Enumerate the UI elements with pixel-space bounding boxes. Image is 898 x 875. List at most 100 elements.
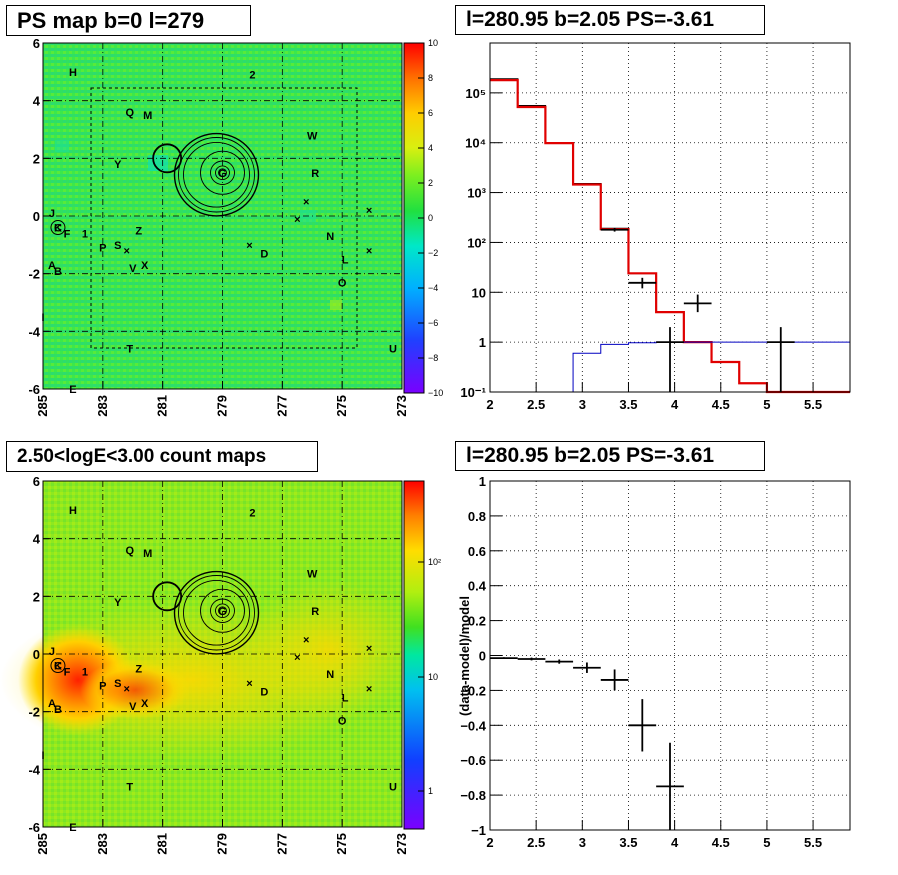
y-tick-label: 6 — [33, 36, 40, 51]
x-tick-label: 279 — [215, 833, 230, 855]
source-label: A — [48, 260, 56, 272]
residual-y-axis-label: (data-model)/model — [457, 596, 472, 716]
source-x-marker: × — [366, 643, 372, 655]
source-label: N — [326, 231, 334, 243]
y-tick-label: 10 — [472, 285, 486, 300]
source-x-marker: × — [246, 240, 252, 252]
source-label: 1 — [82, 228, 88, 240]
source-label: X — [141, 260, 149, 272]
source-label: X — [141, 698, 149, 710]
colorbar-tick-label: −6 — [428, 318, 438, 328]
y-tick-label: 0 — [33, 209, 40, 224]
colorbar-tick-label: −2 — [428, 248, 438, 258]
source-label: M — [143, 110, 152, 122]
source-label: E — [69, 822, 76, 834]
source-x-marker: × — [246, 678, 252, 690]
y-tick-label: 1 — [479, 474, 486, 489]
x-tick-label: 283 — [95, 833, 110, 855]
source-label: C — [54, 661, 62, 673]
residual-title: l=280.95 b=2.05 PS=-3.61 — [455, 441, 765, 471]
source-label: W — [307, 568, 318, 580]
count-map-band — [240, 580, 420, 720]
candidate-circle — [152, 143, 183, 174]
source-label: V — [129, 263, 137, 275]
source-label: A — [48, 698, 56, 710]
ps-map-title: PS map b=0 l=279 — [6, 5, 251, 36]
source-label: U — [389, 782, 397, 794]
contour-ring — [183, 579, 250, 646]
source-label: 2 — [249, 70, 255, 82]
y-tick-label: 2 — [33, 589, 40, 604]
y-tick-label: 2 — [33, 151, 40, 166]
source-label: B — [54, 266, 62, 278]
x-tick-label: 2.5 — [527, 835, 545, 850]
colorbar-tick-label: 2 — [428, 178, 433, 188]
source-label: R — [311, 168, 319, 180]
ps-colorbar-ticks: 10 8 6 4 2 0 −2 −4 −6 −8 −10 — [418, 38, 443, 398]
contour-ring — [218, 606, 227, 616]
source-label: F — [64, 666, 71, 678]
source-label: D — [260, 686, 268, 698]
residual-points — [490, 657, 684, 830]
spectrum-step-series — [490, 79, 850, 394]
y-tick-label: -2 — [28, 705, 40, 720]
source-circle — [50, 220, 66, 236]
colorbar-tick-label: −4 — [428, 283, 438, 293]
y-tick-label: 10⁻¹ — [460, 385, 486, 400]
count-map-contours — [50, 570, 260, 674]
colorbar-tick-label: 6 — [428, 108, 433, 118]
ps-map-contours — [50, 132, 260, 236]
y-tick-label: 6 — [33, 474, 40, 489]
contour-ring — [218, 168, 227, 178]
x-tick-label: 273 — [394, 395, 409, 417]
spectrum-panel: 2 2.5 3 3.5 4 4.5 5 5.5 10⁵ 10⁴ 10³ 10² 10 1 10⁻¹ — [460, 42, 851, 412]
x-tick-label: 275 — [334, 833, 349, 855]
source-x-marker: × — [366, 684, 372, 696]
colorbar-tick-label: 10 — [428, 38, 438, 48]
x-tick-label: 283 — [95, 395, 110, 417]
source-label: B — [54, 704, 62, 716]
source-x-marker: × — [124, 246, 130, 258]
x-tick-label: 2.5 — [527, 397, 545, 412]
x-tick-label: 281 — [155, 395, 170, 417]
contour-ring — [173, 570, 260, 655]
source-label: K — [54, 223, 62, 235]
x-tick-label: 3.5 — [619, 397, 637, 412]
source-label: G — [218, 168, 227, 180]
spectrum-grid — [490, 43, 850, 392]
y-tick-label: 0.4 — [468, 579, 487, 594]
source-label: E — [69, 384, 76, 396]
source-label: Q — [125, 107, 134, 119]
y-tick-label: 0.6 — [468, 544, 486, 559]
y-tick-label: -4 — [28, 324, 40, 339]
source-label: D — [260, 248, 268, 260]
y-tick-label: -4 — [28, 762, 40, 777]
y-tick-label: −0.4 — [460, 718, 486, 733]
x-tick-label: 5 — [763, 397, 770, 412]
x-tick-label: 3 — [579, 835, 586, 850]
source-label: 1 — [82, 666, 88, 678]
source-label: N — [326, 669, 334, 681]
y-tick-label: 0 — [479, 649, 486, 664]
x-tick-label: 2 — [486, 835, 493, 850]
y-tick-label: 0 — [33, 647, 40, 662]
count-colorbar-ticks: 10² 10 1 — [418, 557, 441, 796]
residual-grid — [490, 481, 850, 830]
source-label: O — [338, 277, 347, 289]
y-tick-label: 1 — [479, 335, 486, 350]
y-tick-label: 10² — [467, 235, 486, 250]
source-label: P — [99, 243, 106, 255]
source-label: T — [126, 344, 133, 356]
x-tick-label: 2 — [486, 397, 493, 412]
contour-ring — [178, 575, 255, 651]
source-label: Y — [114, 159, 122, 171]
contour-ring — [215, 165, 230, 181]
x-tick-label: 285 — [35, 833, 50, 855]
y-tick-label: −0.8 — [460, 788, 486, 803]
source-label: Q — [125, 545, 134, 557]
count-map-title: 2.50<logE<3.00 count maps — [6, 441, 318, 472]
y-tick-label: 4 — [33, 532, 41, 547]
source-label: F — [64, 228, 71, 240]
x-tick-label: 281 — [155, 833, 170, 855]
